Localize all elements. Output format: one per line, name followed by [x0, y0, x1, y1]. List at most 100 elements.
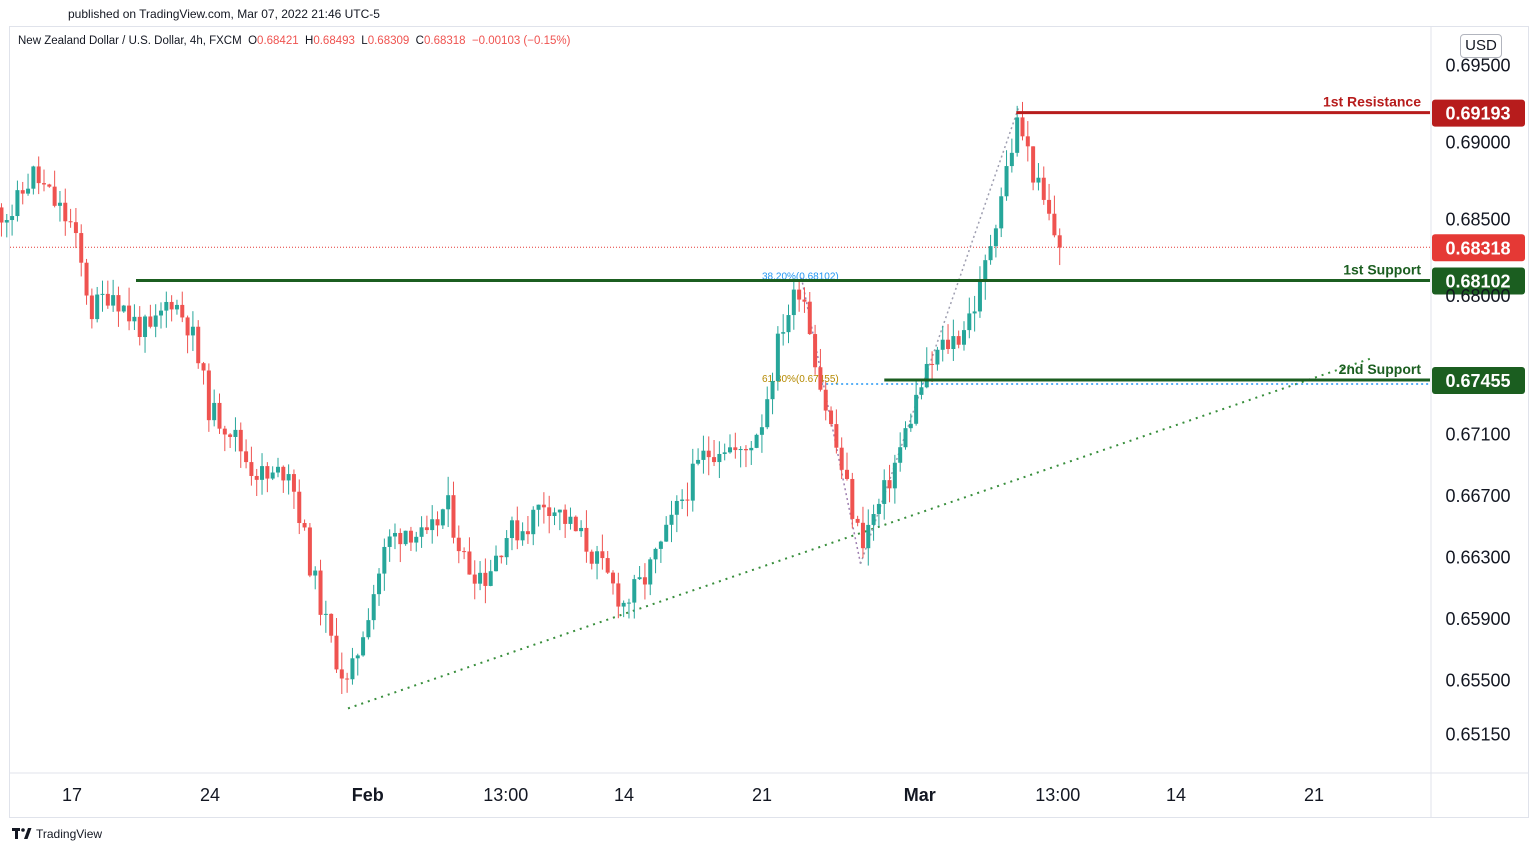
candle-body	[79, 233, 84, 263]
candle-body	[47, 184, 52, 187]
candle-body	[105, 293, 110, 306]
open-label: O	[248, 35, 258, 47]
candle-body	[499, 555, 504, 558]
candle-body	[206, 370, 211, 421]
candle-body	[26, 188, 31, 194]
level-price-badge	[1432, 267, 1525, 295]
x-tick-label: 14	[614, 785, 634, 805]
candle-body	[892, 462, 897, 489]
candle-body	[908, 423, 913, 429]
candle-body	[669, 514, 674, 525]
candle-body	[770, 381, 775, 400]
candle-body	[509, 520, 514, 539]
level-price-label: 0.68102	[1445, 271, 1510, 291]
candle-body	[116, 295, 121, 312]
candle-body	[658, 541, 663, 549]
candle-body	[313, 570, 318, 576]
candle-body	[456, 537, 461, 552]
candle-body	[845, 469, 849, 479]
candle-body	[148, 316, 153, 327]
candle-body	[275, 466, 280, 473]
candle-body	[164, 301, 169, 311]
candle-body	[366, 620, 371, 638]
candle-body	[876, 503, 881, 515]
candle-body	[690, 463, 695, 501]
y-tick-label: 0.67100	[1445, 425, 1510, 445]
candle-body	[467, 551, 472, 575]
y-tick-label: 0.68500	[1445, 209, 1510, 229]
candle-body	[786, 315, 791, 333]
x-tick-label: Mar	[904, 785, 936, 805]
candle-body	[951, 336, 956, 350]
candle-body	[531, 509, 536, 535]
candle-body	[52, 186, 57, 206]
candle-body	[834, 424, 839, 448]
candle-body	[584, 527, 589, 552]
candle-body	[621, 602, 626, 607]
candle-body	[68, 221, 73, 223]
candle-body	[924, 363, 929, 388]
level-name-label: 1st Resistance	[1323, 94, 1421, 110]
candle-body	[935, 349, 940, 365]
candle-body	[839, 447, 844, 470]
candle-body	[775, 333, 780, 382]
candle-body	[371, 594, 376, 621]
candle-body	[238, 429, 243, 452]
trendline	[347, 356, 1374, 710]
candle-body	[478, 572, 483, 584]
candle-body	[541, 504, 546, 508]
candle-body	[228, 434, 233, 437]
candle-body	[201, 363, 206, 371]
candle-body	[31, 166, 36, 189]
candle-body	[637, 577, 642, 580]
y-tick-label: 0.65500	[1445, 671, 1510, 691]
candle-body	[504, 538, 509, 558]
axes: 0.69500 0.69000 0.68500 0.68000 0.67100 0.667…	[62, 55, 1511, 805]
candle-body	[158, 310, 163, 316]
currency-button[interactable]: USD	[1460, 34, 1502, 58]
brand-name: TradingView	[36, 827, 103, 841]
candle-body	[185, 317, 190, 336]
candle-body	[706, 450, 711, 458]
candle-body	[600, 551, 605, 559]
candle-body	[988, 246, 993, 261]
candle-body	[855, 518, 860, 523]
y-tick-label: 0.69500	[1445, 55, 1510, 75]
candle-body	[4, 220, 9, 223]
candle-body	[791, 289, 796, 316]
candle-body	[983, 260, 988, 282]
candle-body	[733, 447, 738, 451]
candle-body	[0, 207, 4, 223]
candle-body	[898, 447, 903, 463]
candle-body	[84, 262, 89, 296]
level-name-label: 2nd Support	[1339, 361, 1422, 377]
candle-body	[605, 558, 610, 573]
candle-body	[823, 389, 828, 411]
candle-body	[930, 363, 935, 365]
published-note: published on TradingView.com, Mar 07, 20…	[68, 7, 380, 21]
candle-body	[57, 202, 62, 206]
candle-body	[174, 304, 179, 310]
candle-body	[818, 367, 823, 390]
candle-body	[738, 448, 743, 451]
candle-body	[722, 452, 727, 454]
candle-body	[919, 387, 924, 395]
y-tick-label: 0.66700	[1445, 486, 1510, 506]
candle-body	[222, 428, 227, 435]
candle-body	[10, 216, 15, 221]
x-tick-label: 17	[62, 785, 82, 805]
candle-body	[260, 466, 265, 480]
candle-body	[217, 402, 222, 429]
candle-body	[233, 429, 238, 437]
candle-body	[494, 555, 499, 572]
candle-body	[1020, 117, 1025, 137]
candle-body	[403, 530, 408, 545]
candle-body	[626, 602, 631, 604]
candle-body	[557, 509, 562, 513]
level-price-badge	[1432, 367, 1525, 395]
candle-body	[462, 551, 467, 553]
candle-body	[132, 316, 137, 322]
candle-body	[850, 478, 855, 519]
candle-body	[446, 495, 451, 510]
